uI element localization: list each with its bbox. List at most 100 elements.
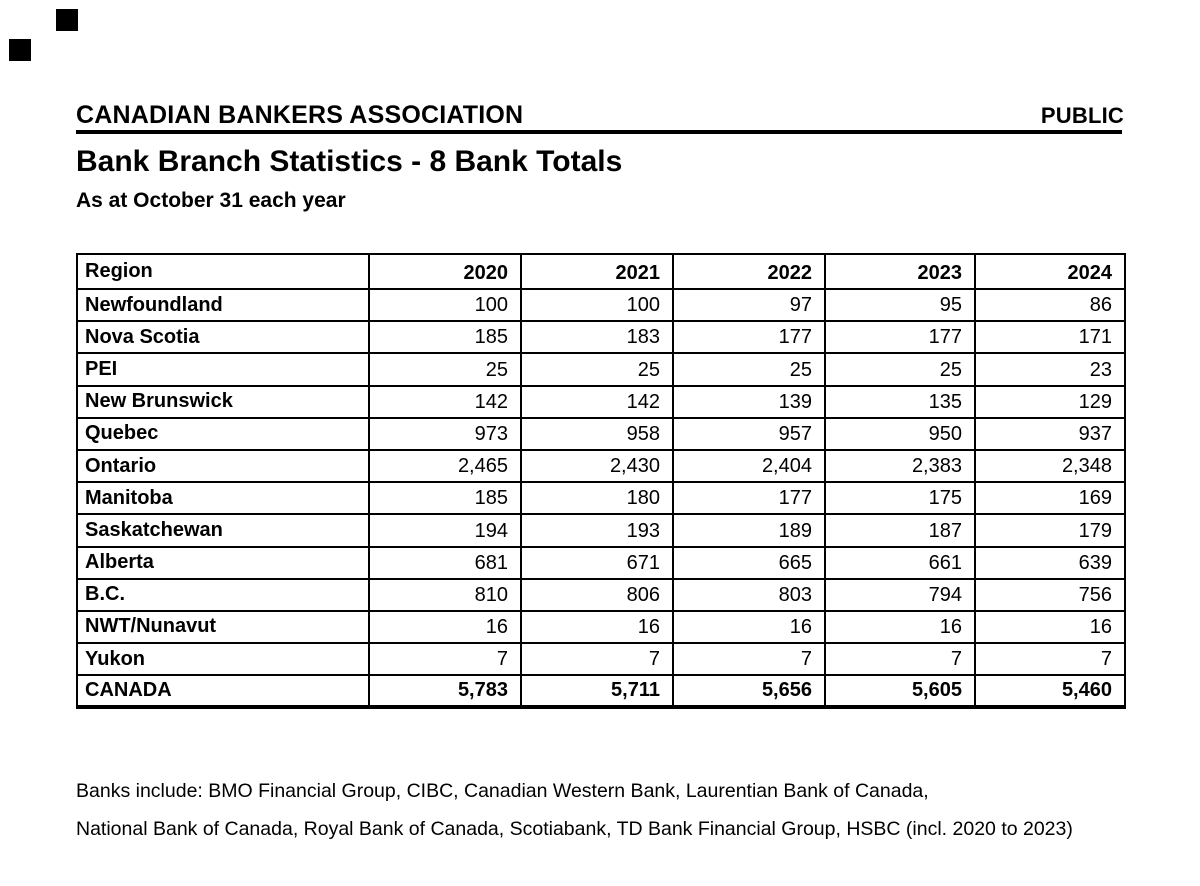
branch-count-cell: 177 <box>824 320 976 355</box>
table-body: Newfoundland 100 100 97 95 86 Nova Scotia 185 18… <box>76 287 1126 710</box>
table-row: PEI 25 25 25 25 23 <box>76 352 1126 387</box>
branch-count-cell: 5,605 <box>824 674 976 710</box>
branch-count-cell: 7 <box>368 642 522 677</box>
branch-count-cell: 7 <box>672 642 826 677</box>
branch-count-cell: 661 <box>824 545 976 580</box>
region-name-cell: NWT/Nunavut <box>76 609 370 645</box>
region-name-cell: Yukon <box>76 642 370 677</box>
branch-count-cell: 129 <box>974 384 1126 419</box>
branch-count-cell: 16 <box>824 609 976 645</box>
table-row: B.C. 810 806 803 794 756 <box>76 577 1126 612</box>
branch-count-cell: 187 <box>824 513 976 548</box>
branch-count-cell: 185 <box>368 481 522 516</box>
branch-count-cell: 16 <box>520 609 674 645</box>
column-header-year: 2024 <box>974 253 1126 290</box>
column-header-year: 2023 <box>824 253 976 290</box>
table-row: Saskatchewan 194 193 189 187 179 <box>76 513 1126 548</box>
branch-count-cell: 142 <box>520 384 674 419</box>
table-row: Alberta 681 671 665 661 639 <box>76 545 1126 580</box>
branch-count-cell: 189 <box>672 513 826 548</box>
branch-count-cell: 973 <box>368 416 522 451</box>
column-header-year: 2020 <box>368 253 522 290</box>
branch-count-cell: 794 <box>824 577 976 612</box>
column-header-year: 2022 <box>672 253 826 290</box>
column-header-year: 2021 <box>520 253 674 290</box>
branch-count-cell: 25 <box>672 352 826 387</box>
column-header-region: Region <box>76 253 370 290</box>
branch-count-cell: 2,430 <box>520 448 674 484</box>
branch-stats-table: Region 2020 2021 2022 2023 2024 Newfoundland 1… <box>76 253 1126 710</box>
table-row: New Brunswick 142 142 139 135 129 <box>76 384 1126 419</box>
branch-count-cell: 194 <box>368 513 522 548</box>
branch-count-cell: 2,404 <box>672 448 826 484</box>
branch-count-cell: 175 <box>824 481 976 516</box>
branch-count-cell: 639 <box>974 545 1126 580</box>
branch-count-cell: 25 <box>520 352 674 387</box>
footnote-line-1: Banks include: BMO Financial Group, CIBC… <box>76 780 929 802</box>
branch-count-cell: 193 <box>520 513 674 548</box>
branch-count-cell: 183 <box>520 320 674 355</box>
page-title: Bank Branch Statistics - 8 Bank Totals <box>76 145 623 178</box>
branch-count-cell: 7 <box>520 642 674 677</box>
branch-count-cell: 950 <box>824 416 976 451</box>
footnote-line-2: National Bank of Canada, Royal Bank of C… <box>76 818 1073 840</box>
branch-count-cell: 142 <box>368 384 522 419</box>
branch-count-cell: 957 <box>672 416 826 451</box>
branch-count-cell: 958 <box>520 416 674 451</box>
branch-count-cell: 23 <box>974 352 1126 387</box>
branch-count-cell: 937 <box>974 416 1126 451</box>
table-row: Yukon 7 7 7 7 7 <box>76 642 1126 677</box>
branch-count-cell: 177 <box>672 481 826 516</box>
branch-count-cell: 806 <box>520 577 674 612</box>
document-header: CANADIAN BANKERS ASSOCIATION PUBLIC <box>76 101 1124 130</box>
branch-count-cell: 16 <box>368 609 522 645</box>
table-row: Ontario 2,465 2,430 2,404 2,383 2,348 <box>76 448 1126 484</box>
branch-count-cell: 177 <box>672 320 826 355</box>
header-rule <box>76 130 1122 134</box>
region-name-cell: Alberta <box>76 545 370 580</box>
org-name: CANADIAN BANKERS ASSOCIATION <box>76 101 524 129</box>
branch-count-cell: 86 <box>974 287 1126 323</box>
table-header-row: Region 2020 2021 2022 2023 2024 <box>76 253 1126 290</box>
region-name-cell: Saskatchewan <box>76 513 370 548</box>
region-name-cell: New Brunswick <box>76 384 370 419</box>
branch-count-cell: 16 <box>672 609 826 645</box>
branch-count-cell: 16 <box>974 609 1126 645</box>
branch-count-cell: 5,656 <box>672 674 826 710</box>
branch-count-cell: 139 <box>672 384 826 419</box>
branch-count-cell: 5,460 <box>974 674 1126 710</box>
branch-count-cell: 2,465 <box>368 448 522 484</box>
branch-count-cell: 169 <box>974 481 1126 516</box>
branch-count-cell: 100 <box>520 287 674 323</box>
table-total-row: CANADA 5,783 5,711 5,656 5,605 5,460 <box>76 674 1126 710</box>
branch-count-cell: 671 <box>520 545 674 580</box>
branch-count-cell: 810 <box>368 577 522 612</box>
branch-count-cell: 179 <box>974 513 1126 548</box>
table-row: Newfoundland 100 100 97 95 86 <box>76 287 1126 323</box>
footnote: Banks include: BMO Financial Group, CIBC… <box>76 772 1156 848</box>
branch-count-cell: 100 <box>368 287 522 323</box>
branch-count-cell: 681 <box>368 545 522 580</box>
branch-count-cell: 95 <box>824 287 976 323</box>
region-name-cell: Ontario <box>76 448 370 484</box>
table-row: Nova Scotia 185 183 177 177 171 <box>76 320 1126 355</box>
branch-count-cell: 2,348 <box>974 448 1126 484</box>
branch-count-cell: 171 <box>974 320 1126 355</box>
region-name-cell: Newfoundland <box>76 287 370 323</box>
region-name-cell: PEI <box>76 352 370 387</box>
corner-mark-icon <box>56 9 78 31</box>
corner-mark-icon <box>9 39 31 61</box>
branch-count-cell: 5,783 <box>368 674 522 710</box>
branch-count-cell: 180 <box>520 481 674 516</box>
branch-count-cell: 25 <box>368 352 522 387</box>
branch-count-cell: 135 <box>824 384 976 419</box>
table-row: Manitoba 185 180 177 175 169 <box>76 481 1126 516</box>
table-row: Quebec 973 958 957 950 937 <box>76 416 1126 451</box>
branch-count-cell: 2,383 <box>824 448 976 484</box>
branch-count-cell: 7 <box>974 642 1126 677</box>
branch-count-cell: 803 <box>672 577 826 612</box>
branch-count-cell: 25 <box>824 352 976 387</box>
branch-count-cell: 7 <box>824 642 976 677</box>
table-row: NWT/Nunavut 16 16 16 16 16 <box>76 609 1126 645</box>
